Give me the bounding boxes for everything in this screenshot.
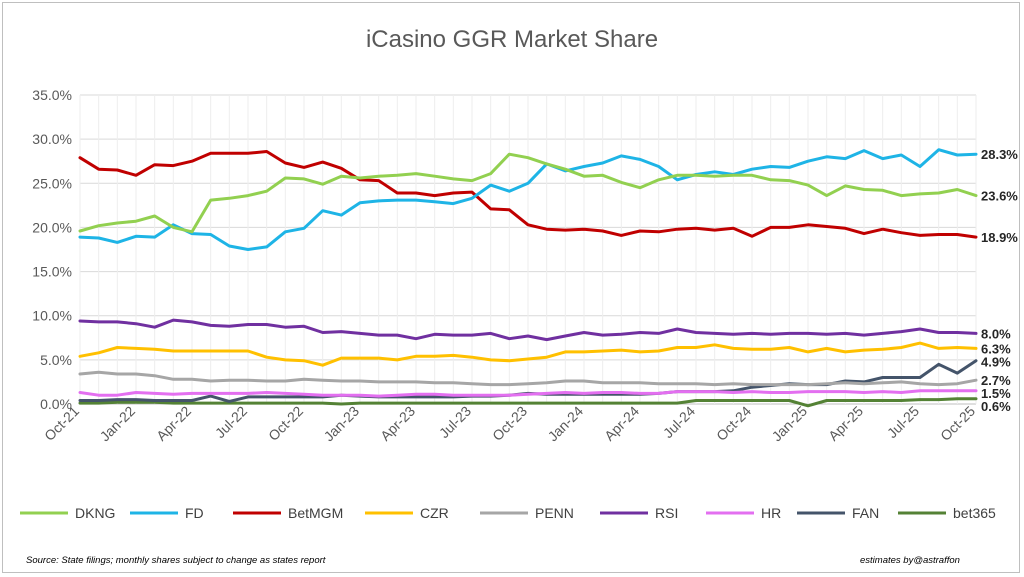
y-tick-label: 20.0% <box>32 219 72 235</box>
y-tick-label: 25.0% <box>32 175 72 191</box>
y-tick-label: 30.0% <box>32 131 72 147</box>
legend-label: CZR <box>420 505 449 521</box>
x-tick-label: Apr-24 <box>601 403 642 444</box>
x-tick-label: Jan-25 <box>769 403 811 445</box>
legend-item-rsi: RSI <box>600 505 678 521</box>
end-label-dkng: 23.6% <box>981 189 1018 204</box>
x-tick-label: Jul-22 <box>212 403 250 441</box>
x-tick-label: Jul-24 <box>660 403 698 441</box>
y-tick-label: 5.0% <box>40 352 72 368</box>
end-label-betmgm: 18.9% <box>981 230 1018 245</box>
x-tick-label: Jan-22 <box>97 403 139 445</box>
legend-item-bet365: bet365 <box>898 505 996 521</box>
x-tick-label: Apr-25 <box>825 403 866 444</box>
legend-label: FD <box>185 505 204 521</box>
end-label-rsi: 8.0% <box>981 326 1011 341</box>
x-tick-label: Jul-23 <box>436 403 474 441</box>
x-tick-label: Oct-23 <box>489 403 530 444</box>
legend-item-fd: FD <box>130 505 204 521</box>
series-line-rsi <box>78 318 978 342</box>
series-line-betmgm <box>78 150 978 239</box>
x-tick-label: Jan-23 <box>321 403 363 445</box>
x-tick-label: Jul-25 <box>884 403 922 441</box>
series-line-penn <box>78 370 978 387</box>
x-tick-label: Apr-23 <box>377 403 418 444</box>
series-line-bet365 <box>78 397 978 408</box>
x-tick-label: Oct-22 <box>265 403 306 444</box>
legend-item-betmgm: BetMGM <box>233 505 343 521</box>
legend-item-penn: PENN <box>480 505 574 521</box>
legend-item-czr: CZR <box>365 505 449 521</box>
y-tick-label: 10.0% <box>32 308 72 324</box>
legend-label: PENN <box>535 505 574 521</box>
legend-label: RSI <box>655 505 678 521</box>
y-tick-label: 15.0% <box>32 264 72 280</box>
legend-label: BetMGM <box>288 505 343 521</box>
end-label-bet365: 0.6% <box>981 399 1011 414</box>
series-line-fd <box>78 148 978 251</box>
end-label-fan: 4.9% <box>981 354 1011 369</box>
x-tick-label: Oct-24 <box>713 403 754 444</box>
legend-item-fan: FAN <box>797 505 879 521</box>
source-note: Source: State filings; monthly shares su… <box>26 555 326 566</box>
series-line-hr <box>78 389 978 398</box>
y-tick-label: 0.0% <box>40 396 72 412</box>
legend-label: DKNG <box>75 505 115 521</box>
x-tick-label: Jan-24 <box>545 403 587 445</box>
legend-label: FAN <box>852 505 879 521</box>
credit-note: estimates by@astraffon <box>860 555 960 566</box>
legend-label: bet365 <box>953 505 996 521</box>
end-label-penn: 2.7% <box>981 373 1011 388</box>
end-label-fd: 28.3% <box>981 147 1018 162</box>
legend-label: HR <box>761 505 781 521</box>
chart-title: iCasino GGR Market Share <box>365 26 659 53</box>
series-line-czr <box>78 341 978 367</box>
x-tick-label: Apr-22 <box>153 403 194 444</box>
legend-item-hr: HR <box>706 505 781 521</box>
legend-item-dkng: DKNG <box>20 505 115 521</box>
end-label-czr: 6.3% <box>981 341 1011 356</box>
y-tick-label: 35.0% <box>32 87 72 103</box>
series-line-dkng <box>78 152 978 234</box>
end-label-hr: 1.5% <box>981 386 1011 401</box>
x-tick-label: Oct-25 <box>937 403 978 444</box>
